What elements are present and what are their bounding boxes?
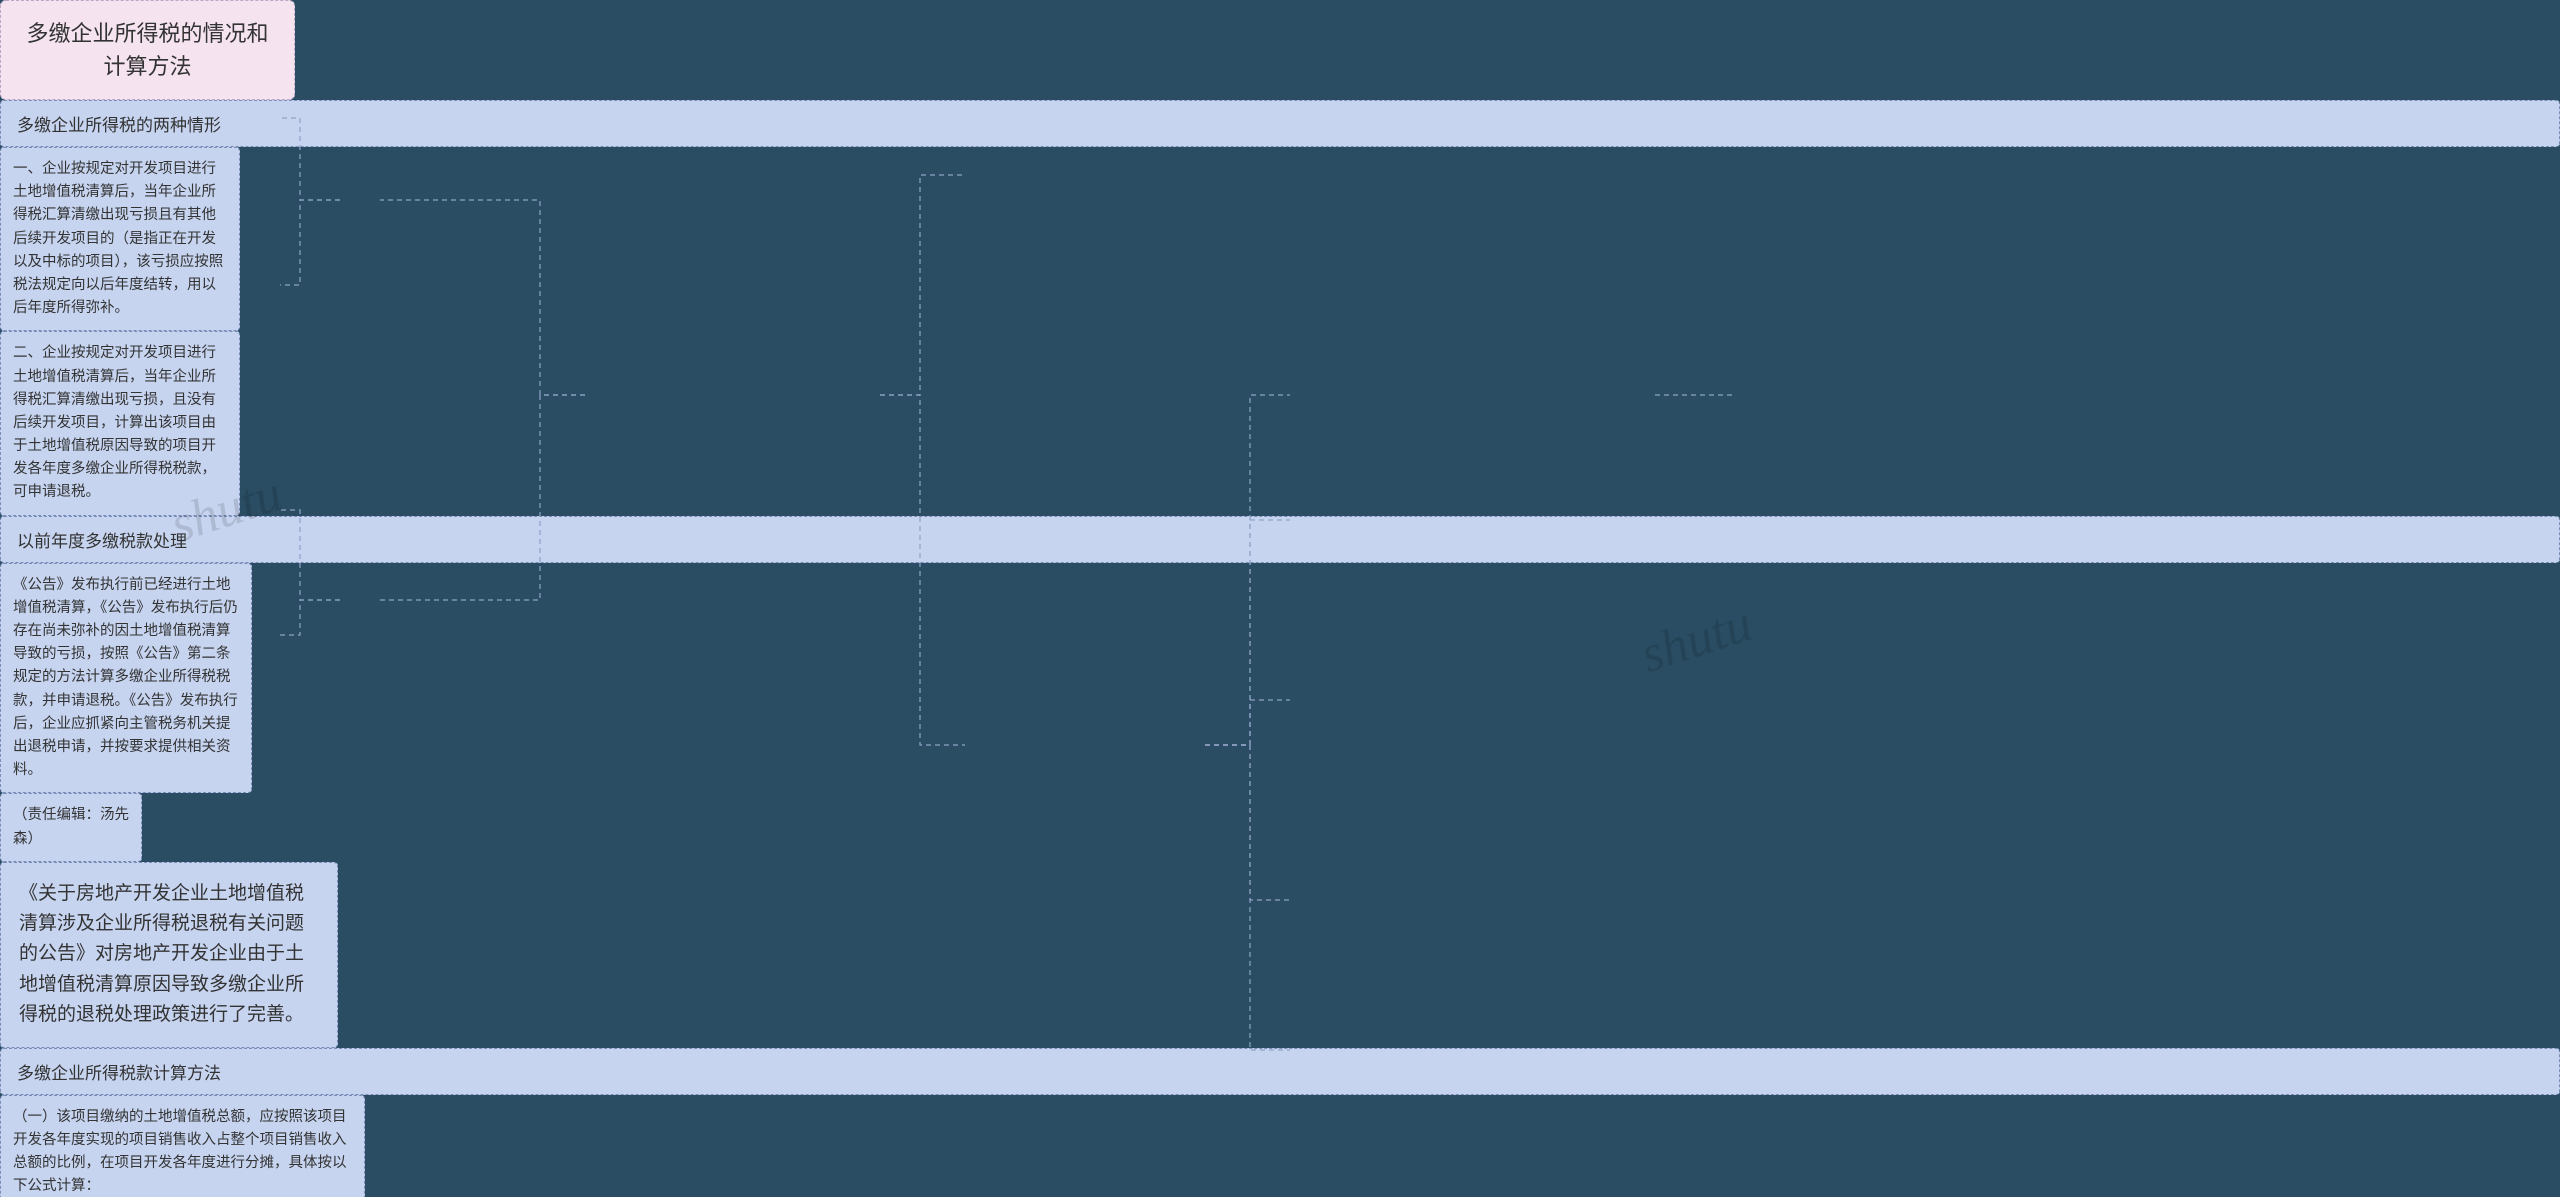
leaf-prior-year-1: 《公告》发布执行前已经进行土地增值税清算，《公告》发布执行后仍存在尚未弥补的因土…: [0, 563, 252, 794]
leaf-editor: （责任编辑：汤先森）: [0, 793, 142, 861]
leaf-case1: 一、企业按规定对开发项目进行土地增值税清算后，当年企业所得税汇算清缴出现亏损且有…: [0, 147, 240, 331]
branch-calc-method: 多缴企业所得税款计算方法: [0, 1048, 2560, 1095]
watermark: shutu: [1634, 594, 1759, 685]
leaf-calc-1: （一）该项目缴纳的土地增值税总额，应按照该项目开发各年度实现的项目销售收入占整个…: [0, 1095, 365, 1197]
connectors: [0, 0, 2560, 1197]
leaf-case2: 二、企业按规定对开发项目进行土地增值税清算后，当年企业所得税汇算清缴出现亏损，且…: [0, 331, 240, 515]
center-node: 多缴企业所得税的情况和计算方法: [0, 0, 295, 100]
branch-prior-year: 以前年度多缴税款处理: [0, 516, 2560, 563]
branch-two-cases: 多缴企业所得税的两种情形: [0, 100, 2560, 147]
right-top-announcement: 《关于房地产开发企业土地增值税清算涉及企业所得税退税有关问题的公告》对房地产开发…: [0, 862, 338, 1048]
